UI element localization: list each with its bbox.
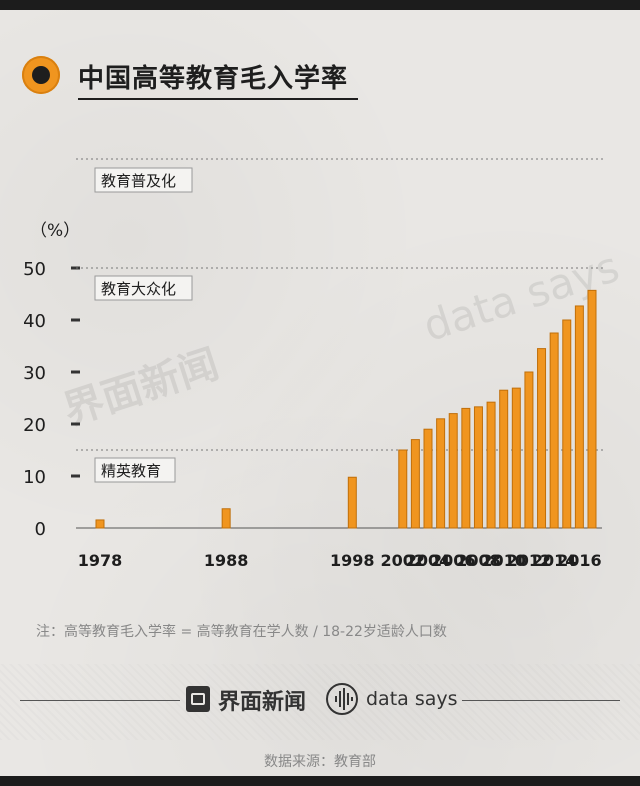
bar — [537, 348, 547, 529]
footer-divider-right — [462, 700, 620, 701]
y-tick-label: 50 — [23, 259, 46, 280]
y-tick-label: 10 — [23, 467, 46, 488]
bar — [524, 371, 534, 529]
bar — [562, 319, 572, 529]
data-source: 数据来源：教育部 — [264, 754, 376, 770]
x-tick-label: 2014 — [532, 551, 577, 570]
footer-band — [0, 664, 640, 740]
bar — [221, 508, 231, 529]
bar — [436, 418, 446, 529]
bar — [511, 387, 521, 529]
x-tick-label: 2004 — [406, 551, 451, 570]
x-tick-label: 1978 — [78, 551, 123, 570]
x-tick-label: 2012 — [507, 551, 552, 570]
x-tick-label: 2010 — [481, 551, 526, 570]
bar — [461, 407, 471, 529]
footnote: 注：高等教育毛入学率 = 高等教育在学人数 / 18-22岁适龄人口数 — [36, 624, 447, 640]
threshold-label: 教育大众化 — [101, 280, 176, 298]
bar — [473, 406, 483, 529]
y-tick-label: 40 — [23, 311, 46, 332]
bar — [423, 428, 433, 529]
threshold-label: 教育普及化 — [101, 172, 176, 190]
infographic-canvas: 中国高等教育毛入学率 界面新闻 data says 0 10 20 30 40 50 （%）… — [0, 10, 640, 776]
footer-divider-left — [20, 700, 180, 701]
bar — [448, 413, 458, 529]
threshold-label: 精英教育 — [101, 462, 161, 480]
threshold-label-box — [94, 275, 193, 301]
y-tick-label: 20 — [23, 415, 46, 436]
footer-datasays-label: data says — [366, 688, 458, 710]
y-tick-label: 30 — [23, 363, 46, 384]
y-axis-label: （%） — [30, 221, 80, 241]
x-tick-label: 2008 — [456, 551, 501, 570]
bar — [574, 305, 584, 529]
bar — [410, 439, 420, 529]
x-tick-label: 1988 — [204, 551, 249, 570]
jiemian-logo-icon — [186, 686, 210, 712]
footer-jiemian-label: 界面新闻 — [218, 690, 307, 715]
bar — [587, 289, 597, 529]
x-tick-label: 2006 — [431, 551, 476, 570]
bar — [486, 401, 496, 529]
bar — [95, 519, 105, 529]
bar — [347, 476, 357, 529]
datasays-logo-icon — [326, 683, 358, 715]
threshold-label-box — [94, 457, 176, 483]
threshold-label-box — [94, 167, 193, 193]
bar — [549, 332, 559, 529]
title-underline — [78, 98, 358, 100]
x-tick-label: 2016 — [557, 551, 602, 570]
bar — [499, 389, 509, 529]
chart-svg: 0 10 20 30 40 50 （%） 精英教育 教育大众化 教育普及化 1978 1988 1998… — [23, 158, 604, 570]
chart-title: 中国高等教育毛入学率 — [78, 64, 349, 94]
y-tick-label: 0 — [35, 519, 46, 540]
x-tick-label: 1998 — [330, 551, 375, 570]
x-tick-label: 2002 — [381, 551, 426, 570]
title-badge-icon — [22, 56, 60, 94]
bar — [398, 449, 408, 529]
